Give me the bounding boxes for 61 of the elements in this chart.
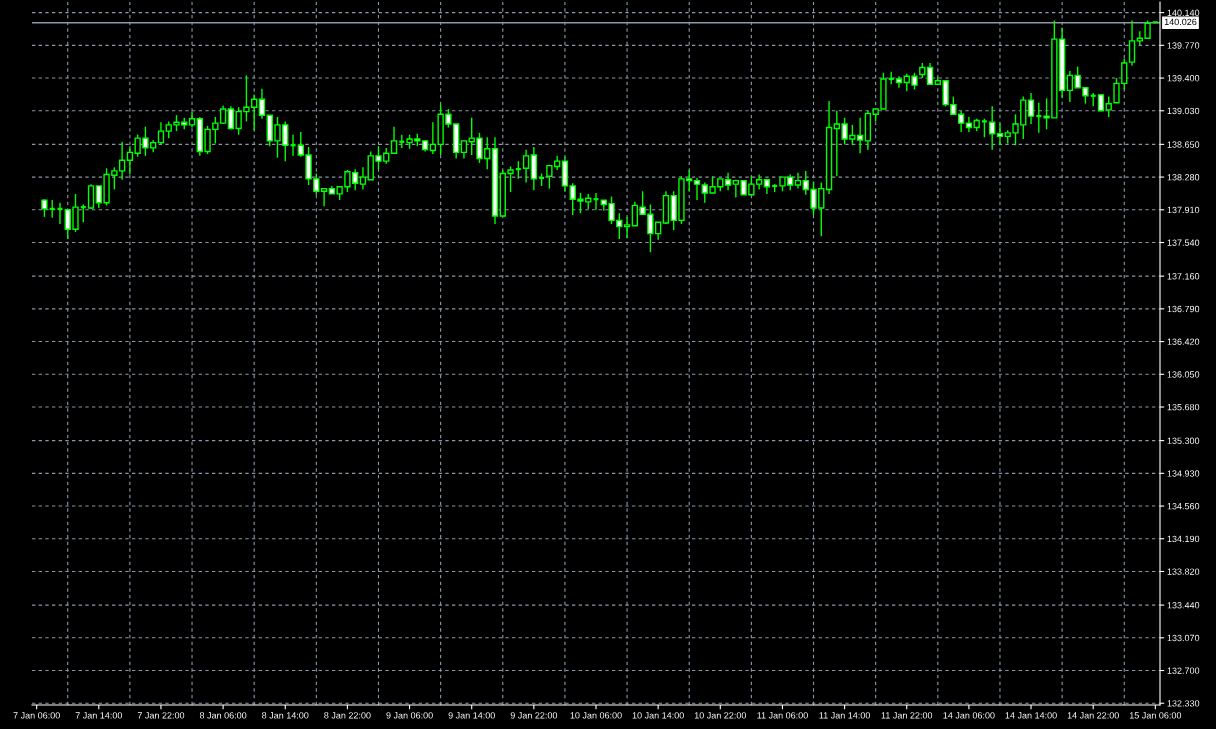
candlestick — [693, 177, 701, 201]
candlestick — [996, 122, 1004, 146]
x-tick-label: 8 Jan 14:00 — [262, 712, 309, 719]
x-tick-label: 14 Jan 14:00 — [1005, 712, 1057, 719]
candlestick — [1128, 19, 1136, 67]
x-tick-label: 11 Jan 14:00 — [819, 712, 871, 719]
candlestick — [258, 87, 266, 120]
x-tick-label: 10 Jan 14:00 — [632, 712, 684, 719]
candlestick — [522, 148, 530, 184]
y-tick-label: 132.330 — [1167, 700, 1200, 707]
candlestick — [794, 171, 802, 190]
candlestick — [87, 183, 95, 210]
y-tick-label: 134.560 — [1167, 503, 1200, 510]
x-tick-label: 11 Jan 06:00 — [757, 712, 808, 719]
x-tick-label: 8 Jan 22:00 — [324, 712, 371, 719]
y-tick-label: 133.070 — [1167, 634, 1200, 642]
candlestick — [289, 133, 297, 157]
x-tick-label: 7 Jan 22:00 — [137, 712, 185, 719]
y-tick-label: 136.050 — [1167, 371, 1200, 378]
candlestick — [926, 62, 934, 85]
y-tick-label: 136.790 — [1167, 305, 1200, 313]
candlestick — [56, 202, 64, 225]
x-tick-label: 10 Jan 22:00 — [694, 712, 747, 719]
y-tick-label: 137.540 — [1167, 239, 1200, 246]
y-tick-label: 135.300 — [1167, 437, 1200, 444]
candlestick — [530, 146, 538, 192]
candlestick — [390, 125, 398, 154]
x-tick-label: 9 Jan 22:00 — [510, 712, 558, 719]
x-tick-label: 10 Jan 06:00 — [570, 712, 622, 719]
y-tick-label: 135.680 — [1167, 403, 1200, 411]
candlestick — [1027, 92, 1035, 125]
candlestick — [1089, 92, 1097, 108]
x-tick-label: 7 Jan 14:00 — [75, 712, 123, 719]
y-tick-label: 139.400 — [1167, 75, 1200, 82]
y-tick-label: 138.650 — [1167, 141, 1200, 148]
y-tick-label: 137.910 — [1167, 206, 1200, 214]
x-tick-label: 11 Jan 22:00 — [881, 712, 933, 719]
candlestick — [359, 166, 367, 191]
x-tick-label: 9 Jan 06:00 — [386, 712, 433, 719]
y-tick-label: 139.770 — [1167, 42, 1200, 49]
y-tick-label: 134.190 — [1167, 535, 1200, 543]
y-tick-label: 132.700 — [1167, 667, 1200, 674]
y-tick-label: 140.140 — [1167, 9, 1200, 16]
y-tick-label: 138.280 — [1167, 174, 1200, 181]
x-tick-label: 15 Jan 06:00 — [1129, 712, 1182, 719]
candlestick — [623, 216, 631, 239]
x-tick-label: 9 Jan 14:00 — [448, 712, 495, 719]
candlestick — [989, 105, 996, 151]
y-tick-label: 139.030 — [1167, 107, 1200, 115]
x-tick-label: 7 Jan 06:00 — [13, 712, 60, 719]
candlestick — [157, 121, 165, 146]
y-tick-label: 133.440 — [1167, 602, 1200, 609]
y-tick-label: 134.930 — [1167, 470, 1200, 477]
y-tick-label: 133.820 — [1167, 568, 1200, 575]
x-tick-label: 14 Jan 06:00 — [943, 712, 995, 719]
ref-line-label: 140.026 — [1164, 18, 1197, 26]
y-tick-label: 137.160 — [1167, 273, 1200, 280]
x-tick-label: 14 Jan 22:00 — [1067, 712, 1119, 719]
candlestick — [1035, 102, 1043, 134]
x-tick-label: 8 Jan 06:00 — [199, 712, 247, 719]
y-tick-label: 136.420 — [1167, 338, 1200, 345]
